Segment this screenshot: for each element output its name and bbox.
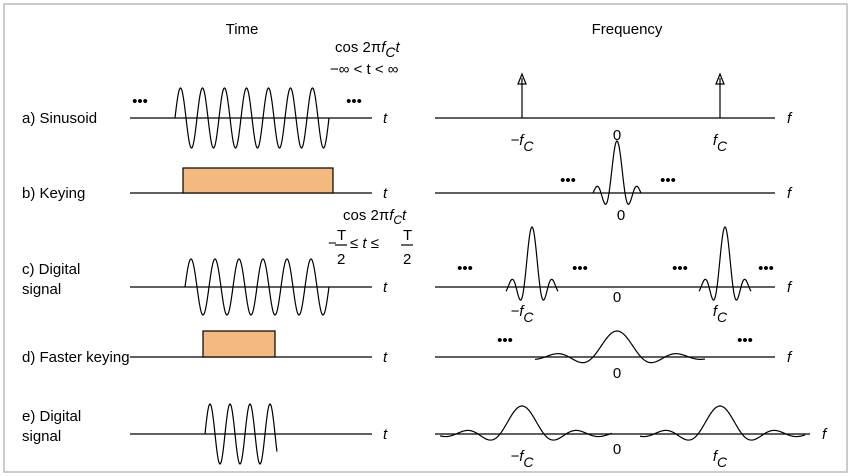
text-part: C xyxy=(523,138,534,154)
text-part: cos 2π xyxy=(335,39,381,56)
text-part: t xyxy=(402,207,407,224)
label: ••• xyxy=(737,332,753,349)
label: 0 xyxy=(613,365,621,382)
spectrum xyxy=(534,330,706,364)
label: −∞ < t < ∞ xyxy=(330,61,399,78)
spectrum xyxy=(639,405,806,441)
text-part: t xyxy=(396,39,401,56)
label: 0 xyxy=(613,441,621,458)
waveform xyxy=(204,403,278,465)
label: 0 xyxy=(617,207,625,224)
frame xyxy=(3,3,848,473)
text-part: −f xyxy=(510,303,525,320)
label: T xyxy=(403,227,412,244)
label: 2 xyxy=(403,251,411,268)
label: t xyxy=(383,349,388,366)
spectrum xyxy=(505,226,559,301)
formula: cos 2πfCt xyxy=(335,39,401,60)
waveform xyxy=(174,87,330,149)
formula: −fC xyxy=(510,448,534,470)
label: e) Digital xyxy=(22,408,81,425)
label: b) Keying xyxy=(22,185,85,202)
formula: fC xyxy=(713,448,728,470)
arrowhead xyxy=(517,72,527,85)
label: ••• xyxy=(672,260,688,277)
label: Time xyxy=(226,21,259,38)
formula: −fC xyxy=(510,132,534,154)
label: 0 xyxy=(613,127,621,144)
formula: fC xyxy=(713,132,728,154)
label: t xyxy=(383,426,388,443)
waveform xyxy=(184,258,330,316)
label: f xyxy=(787,349,793,366)
text-part: −f xyxy=(510,448,525,465)
formula: cos 2πfCt xyxy=(343,207,407,227)
label: t xyxy=(383,279,388,296)
label: ••• xyxy=(572,260,588,277)
label: − xyxy=(328,235,337,252)
label: f xyxy=(787,279,793,296)
pulse xyxy=(202,330,276,358)
label: d) Faster keying xyxy=(22,349,130,366)
text-part: cos 2π xyxy=(343,207,389,224)
text-part: f xyxy=(713,303,719,320)
label: Frequency xyxy=(592,21,663,38)
text-part: C xyxy=(523,309,534,325)
label: signal xyxy=(22,281,61,298)
text-part: f xyxy=(713,132,719,149)
label: f xyxy=(822,426,828,443)
label: f xyxy=(787,110,793,127)
text-part: C xyxy=(385,44,396,60)
label: 2 xyxy=(337,251,345,268)
label: 0 xyxy=(613,289,621,306)
label: c) Digital xyxy=(22,261,80,278)
text-part: C xyxy=(717,138,728,154)
formula: fC xyxy=(713,303,728,325)
text-part: C xyxy=(717,309,728,325)
pulse xyxy=(182,167,334,194)
label: t xyxy=(383,185,388,202)
text-part: C xyxy=(523,454,534,470)
label: ••• xyxy=(660,172,676,189)
formula: −fC xyxy=(510,303,534,325)
label: a) Sinusoid xyxy=(22,110,97,127)
label: t xyxy=(383,110,388,127)
text-part: f xyxy=(713,448,719,465)
label: ••• xyxy=(346,93,362,110)
arrowhead xyxy=(715,72,725,85)
text-part: f xyxy=(381,39,387,56)
label: signal xyxy=(22,428,61,445)
text-part: C xyxy=(717,454,728,470)
label: ≤ t ≤ xyxy=(350,235,379,252)
label: f xyxy=(787,185,793,202)
label: ••• xyxy=(560,172,576,189)
label: ••• xyxy=(132,93,148,110)
spectrum xyxy=(698,226,752,301)
label: ••• xyxy=(457,260,473,277)
label: T xyxy=(337,227,346,244)
text-part: C xyxy=(393,213,402,227)
text-part: f xyxy=(389,207,395,224)
spectrum xyxy=(592,140,642,205)
label: ••• xyxy=(758,260,774,277)
spectrum xyxy=(439,405,613,441)
label: ••• xyxy=(497,332,513,349)
text-part: −f xyxy=(510,132,525,149)
